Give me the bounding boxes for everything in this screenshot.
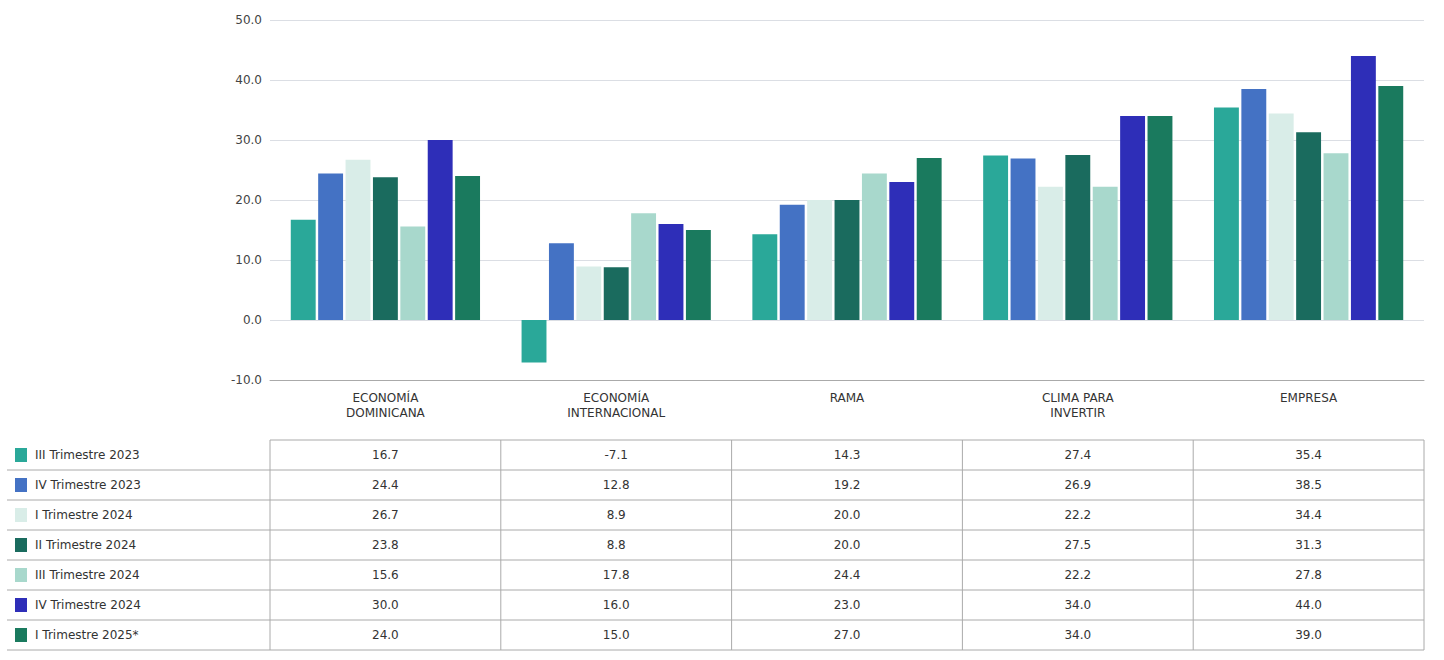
svg-text:30.0: 30.0	[235, 133, 262, 147]
svg-text:15.6: 15.6	[372, 568, 399, 582]
svg-text:23.8: 23.8	[372, 538, 399, 552]
svg-text:15.0: 15.0	[603, 628, 630, 642]
svg-text:EMPRESA: EMPRESA	[1280, 391, 1338, 405]
svg-text:27.5: 27.5	[1064, 538, 1091, 552]
svg-text:22.2: 22.2	[1064, 508, 1091, 522]
svg-text:44.0: 44.0	[1295, 598, 1322, 612]
svg-text:38.5: 38.5	[1295, 478, 1322, 492]
svg-text:CLIMA PARA: CLIMA PARA	[1042, 391, 1115, 405]
svg-text:20.0: 20.0	[834, 538, 861, 552]
svg-text:34.4: 34.4	[1295, 508, 1322, 522]
svg-text:-7.1: -7.1	[604, 448, 627, 462]
svg-text:IV Trimestre 2024: IV Trimestre 2024	[35, 598, 141, 612]
svg-text:26.7: 26.7	[372, 508, 399, 522]
svg-text:34.0: 34.0	[1064, 628, 1091, 642]
svg-text:20.0: 20.0	[834, 508, 861, 522]
svg-text:40.0: 40.0	[235, 73, 262, 87]
svg-text:22.2: 22.2	[1064, 568, 1091, 582]
svg-text:DOMINICANA: DOMINICANA	[346, 406, 426, 420]
svg-text:IV Trimestre 2023: IV Trimestre 2023	[35, 478, 141, 492]
svg-text:27.4: 27.4	[1064, 448, 1091, 462]
svg-text:34.0: 34.0	[1064, 598, 1091, 612]
svg-text:ECONOMÍA: ECONOMÍA	[352, 390, 419, 405]
svg-text:24.0: 24.0	[372, 628, 399, 642]
svg-text:14.3: 14.3	[834, 448, 861, 462]
svg-text:23.0: 23.0	[834, 598, 861, 612]
svg-text:31.3: 31.3	[1295, 538, 1322, 552]
svg-text:27.0: 27.0	[834, 628, 861, 642]
svg-text:INVERTIR: INVERTIR	[1050, 406, 1105, 420]
svg-text:0.0: 0.0	[243, 313, 262, 327]
svg-text:ECONOMÍA: ECONOMÍA	[583, 390, 650, 405]
svg-text:10.0: 10.0	[235, 253, 262, 267]
svg-text:-10.0: -10.0	[231, 373, 262, 387]
svg-text:8.9: 8.9	[607, 508, 626, 522]
svg-text:24.4: 24.4	[834, 568, 861, 582]
svg-text:II Trimestre 2024: II Trimestre 2024	[35, 538, 136, 552]
svg-text:INTERNACIONAL: INTERNACIONAL	[567, 406, 665, 420]
svg-text:24.4: 24.4	[372, 478, 399, 492]
svg-text:RAMA: RAMA	[830, 391, 865, 405]
svg-text:17.8: 17.8	[603, 568, 630, 582]
svg-text:26.9: 26.9	[1064, 478, 1091, 492]
svg-text:12.8: 12.8	[603, 478, 630, 492]
svg-text:39.0: 39.0	[1295, 628, 1322, 642]
svg-text:30.0: 30.0	[372, 598, 399, 612]
svg-text:50.0: 50.0	[235, 13, 262, 27]
svg-text:35.4: 35.4	[1295, 448, 1322, 462]
svg-text:20.0: 20.0	[235, 193, 262, 207]
svg-text:8.8: 8.8	[607, 538, 626, 552]
svg-text:I Trimestre 2025*: I Trimestre 2025*	[35, 628, 139, 642]
svg-text:16.7: 16.7	[372, 448, 399, 462]
svg-text:III Trimestre 2023: III Trimestre 2023	[35, 448, 140, 462]
svg-text:III Trimestre 2024: III Trimestre 2024	[35, 568, 140, 582]
svg-text:16.0: 16.0	[603, 598, 630, 612]
svg-text:27.8: 27.8	[1295, 568, 1322, 582]
svg-text:I Trimestre 2024: I Trimestre 2024	[35, 508, 133, 522]
svg-text:19.2: 19.2	[834, 478, 861, 492]
